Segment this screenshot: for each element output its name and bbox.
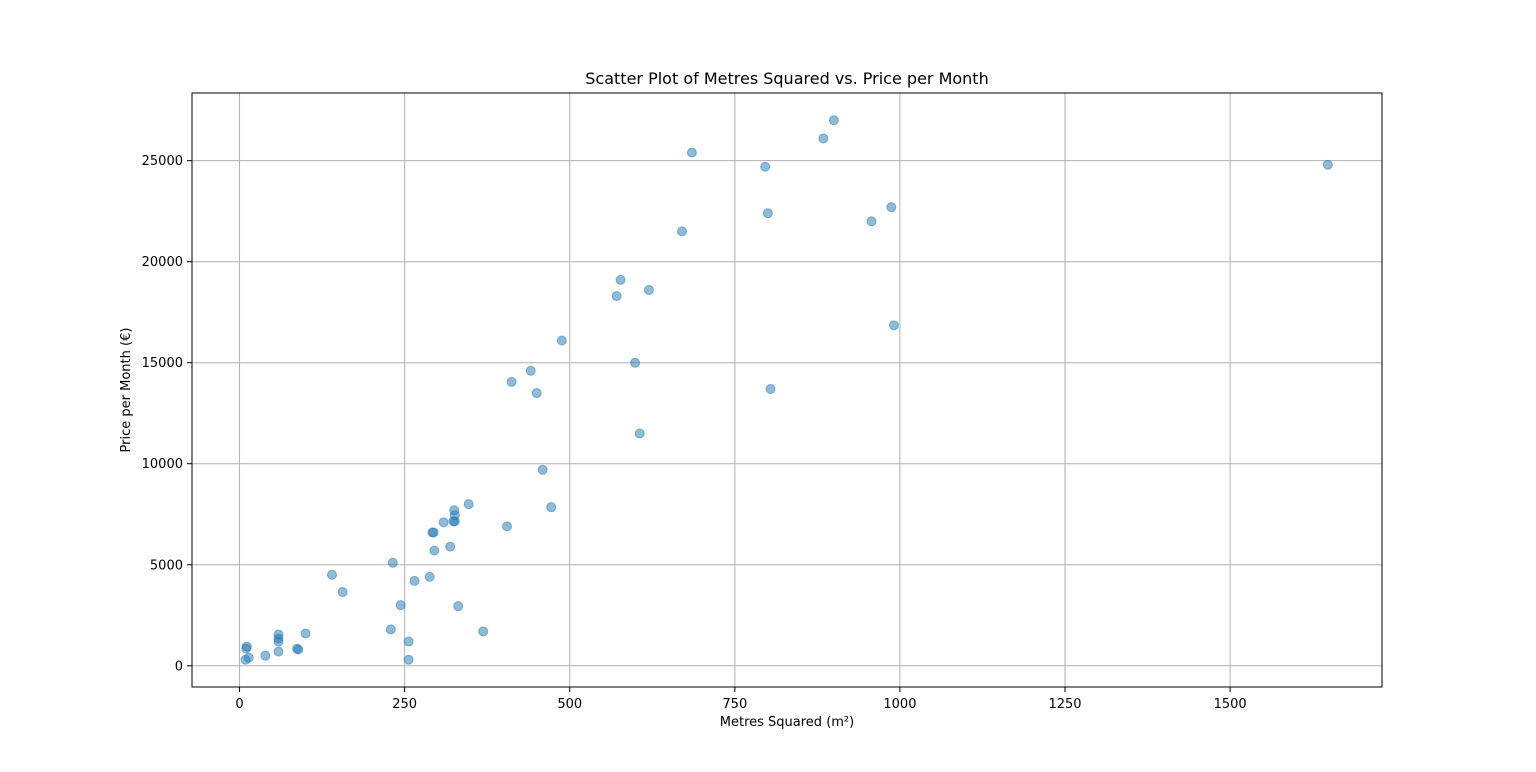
scatter-point (1322, 159, 1333, 170)
scatter-point (428, 527, 439, 538)
y-axis-label: Price per Month (€) (119, 328, 134, 453)
scatter-point (506, 376, 517, 387)
x-tick-label: 500 (557, 697, 582, 712)
scatter-point (438, 517, 449, 528)
scatter-point (525, 365, 536, 376)
scatter-point (888, 320, 899, 331)
scatter-point (260, 650, 271, 661)
scatter-point (293, 644, 304, 655)
scatter-point (395, 600, 406, 611)
scatter-point (403, 654, 414, 665)
scatter-point (686, 147, 697, 158)
x-tick-label: 0 (235, 697, 243, 712)
scatter-point (445, 541, 456, 552)
scatter-point (866, 216, 877, 227)
scatter-point (385, 624, 396, 635)
x-tick-label: 1000 (883, 697, 916, 712)
x-tick-label: 1250 (1048, 697, 1081, 712)
y-tick-label: 15000 (142, 356, 183, 371)
scatter-point (478, 626, 489, 637)
scatter-point (429, 545, 440, 556)
scatter-point (463, 499, 474, 510)
scatter-point (273, 646, 284, 657)
scatter-point (537, 464, 548, 475)
scatter-point (273, 636, 284, 647)
scatter-point (677, 226, 687, 237)
scatter-point (531, 388, 542, 399)
scatter-point (634, 428, 645, 439)
scatter-point (424, 571, 435, 582)
scatter-point (556, 335, 567, 346)
x-tick-label: 1500 (1214, 697, 1247, 712)
scatter-point (409, 575, 420, 586)
scatter-point (453, 601, 464, 612)
scatter-point (828, 115, 839, 126)
scatter-point (243, 652, 254, 663)
scatter-point (611, 291, 622, 302)
plot-frame (191, 92, 1383, 688)
scatter-point (403, 636, 414, 647)
scatter-point (643, 284, 654, 295)
x-tick-label: 250 (392, 697, 417, 712)
scatter-point (502, 521, 512, 532)
scatter-point (546, 502, 557, 513)
y-tick-label: 25000 (142, 154, 183, 169)
scatter-point (241, 641, 252, 652)
scatter-point (449, 516, 460, 527)
scatter-point (327, 569, 337, 580)
ticks-layer: 0 250 500 750 1000 1250 1500050001000015000200… (142, 154, 1247, 712)
x-axis-label: Metres Squared (m²) (720, 715, 854, 730)
y-tick-label: 20000 (142, 255, 183, 270)
y-tick-label: 10000 (142, 457, 183, 472)
scatter-point (387, 557, 398, 568)
scatter-point (630, 357, 641, 368)
scatter-point (615, 274, 626, 285)
x-tick-label: 750 (722, 697, 747, 712)
scatter-point (818, 133, 829, 144)
scatter-point (300, 628, 311, 639)
points-layer (240, 115, 1333, 665)
scatter-point (886, 202, 897, 213)
chart-title: Scatter Plot of Metres Squared vs. Price… (585, 69, 988, 88)
y-tick-label: 0 (175, 659, 183, 674)
scatter-point (765, 383, 776, 394)
scatter-point (762, 208, 773, 219)
scatter-point (760, 161, 771, 172)
scatter-point (337, 587, 348, 598)
y-tick-label: 5000 (150, 558, 183, 573)
